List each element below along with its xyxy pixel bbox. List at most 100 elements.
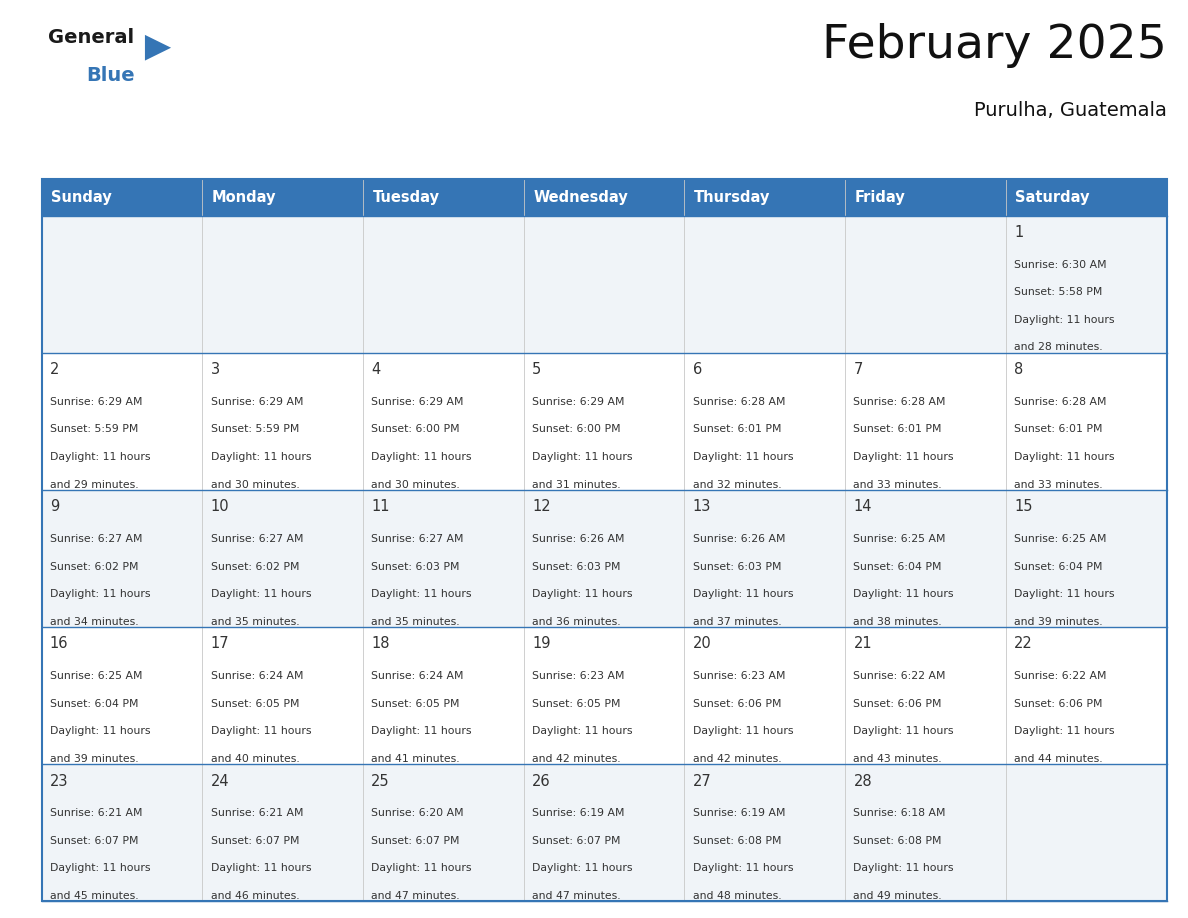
Text: Daylight: 11 hours: Daylight: 11 hours [693, 452, 794, 462]
Text: 14: 14 [853, 499, 872, 514]
Text: Sunrise: 6:18 AM: Sunrise: 6:18 AM [853, 809, 946, 818]
Text: Sunrise: 6:29 AM: Sunrise: 6:29 AM [210, 397, 303, 407]
Text: Daylight: 11 hours: Daylight: 11 hours [693, 726, 794, 736]
Text: Sunset: 6:01 PM: Sunset: 6:01 PM [693, 424, 782, 434]
Text: Sunrise: 6:29 AM: Sunrise: 6:29 AM [50, 397, 143, 407]
Text: General: General [48, 28, 133, 47]
Text: Daylight: 11 hours: Daylight: 11 hours [372, 452, 472, 462]
Text: Sunset: 6:02 PM: Sunset: 6:02 PM [50, 562, 138, 572]
Text: Tuesday: Tuesday [373, 190, 440, 205]
Text: 25: 25 [372, 774, 390, 789]
Text: and 39 minutes.: and 39 minutes. [50, 754, 139, 764]
Text: Daylight: 11 hours: Daylight: 11 hours [1015, 726, 1114, 736]
Text: Sunset: 6:03 PM: Sunset: 6:03 PM [532, 562, 620, 572]
Text: Sunrise: 6:29 AM: Sunrise: 6:29 AM [372, 397, 463, 407]
Text: and 48 minutes.: and 48 minutes. [693, 891, 782, 901]
Text: and 49 minutes.: and 49 minutes. [853, 891, 942, 901]
Text: Sunrise: 6:30 AM: Sunrise: 6:30 AM [1015, 260, 1107, 270]
Text: Wednesday: Wednesday [533, 190, 628, 205]
Text: Daylight: 11 hours: Daylight: 11 hours [50, 452, 151, 462]
Text: Sunrise: 6:28 AM: Sunrise: 6:28 AM [1015, 397, 1107, 407]
Text: Sunset: 6:00 PM: Sunset: 6:00 PM [372, 424, 460, 434]
Text: and 42 minutes.: and 42 minutes. [532, 754, 620, 764]
FancyBboxPatch shape [42, 765, 1167, 901]
Text: and 43 minutes.: and 43 minutes. [853, 754, 942, 764]
Text: Sunset: 6:01 PM: Sunset: 6:01 PM [853, 424, 942, 434]
Text: Blue: Blue [87, 66, 135, 85]
Text: 5: 5 [532, 362, 542, 377]
Text: 22: 22 [1015, 636, 1032, 652]
Text: Sunset: 6:08 PM: Sunset: 6:08 PM [853, 836, 942, 845]
Text: 16: 16 [50, 636, 69, 652]
Text: February 2025: February 2025 [822, 23, 1167, 68]
Text: Sunrise: 6:24 AM: Sunrise: 6:24 AM [372, 671, 463, 681]
Text: Daylight: 11 hours: Daylight: 11 hours [1015, 452, 1114, 462]
Text: Sunrise: 6:28 AM: Sunrise: 6:28 AM [853, 397, 946, 407]
Text: 11: 11 [372, 499, 390, 514]
Text: Sunset: 6:06 PM: Sunset: 6:06 PM [1015, 699, 1102, 709]
Text: 23: 23 [50, 774, 69, 789]
Text: Daylight: 11 hours: Daylight: 11 hours [853, 864, 954, 873]
Text: Daylight: 11 hours: Daylight: 11 hours [853, 452, 954, 462]
FancyBboxPatch shape [42, 353, 1167, 490]
Text: Friday: Friday [854, 190, 905, 205]
Text: Sunset: 6:00 PM: Sunset: 6:00 PM [532, 424, 620, 434]
Text: Daylight: 11 hours: Daylight: 11 hours [532, 864, 632, 873]
Text: 24: 24 [210, 774, 229, 789]
Text: Sunrise: 6:19 AM: Sunrise: 6:19 AM [532, 809, 625, 818]
Text: 1: 1 [1015, 225, 1024, 240]
Text: Sunset: 6:04 PM: Sunset: 6:04 PM [1015, 562, 1102, 572]
Text: and 44 minutes.: and 44 minutes. [1015, 754, 1102, 764]
Text: 17: 17 [210, 636, 229, 652]
Text: and 35 minutes.: and 35 minutes. [210, 617, 299, 627]
Text: Sunrise: 6:21 AM: Sunrise: 6:21 AM [210, 809, 303, 818]
Text: Daylight: 11 hours: Daylight: 11 hours [1015, 589, 1114, 599]
Text: and 45 minutes.: and 45 minutes. [50, 891, 139, 901]
Text: Sunset: 5:59 PM: Sunset: 5:59 PM [50, 424, 138, 434]
Text: and 31 minutes.: and 31 minutes. [532, 479, 620, 489]
Text: Sunrise: 6:20 AM: Sunrise: 6:20 AM [372, 809, 465, 818]
Text: Sunset: 6:06 PM: Sunset: 6:06 PM [853, 699, 942, 709]
Text: Sunrise: 6:26 AM: Sunrise: 6:26 AM [693, 534, 785, 544]
Text: 26: 26 [532, 774, 551, 789]
Text: Sunday: Sunday [51, 190, 112, 205]
Text: 15: 15 [1015, 499, 1032, 514]
Text: Daylight: 11 hours: Daylight: 11 hours [1015, 315, 1114, 325]
FancyBboxPatch shape [42, 179, 1167, 216]
Text: 9: 9 [50, 499, 59, 514]
Text: Sunset: 6:02 PM: Sunset: 6:02 PM [210, 562, 299, 572]
Text: Sunrise: 6:23 AM: Sunrise: 6:23 AM [532, 671, 625, 681]
Text: Sunrise: 6:24 AM: Sunrise: 6:24 AM [210, 671, 303, 681]
Text: Sunset: 6:05 PM: Sunset: 6:05 PM [372, 699, 460, 709]
Text: Sunrise: 6:29 AM: Sunrise: 6:29 AM [532, 397, 625, 407]
Text: Sunset: 6:07 PM: Sunset: 6:07 PM [532, 836, 620, 845]
Text: 12: 12 [532, 499, 551, 514]
Text: Sunrise: 6:25 AM: Sunrise: 6:25 AM [853, 534, 946, 544]
Text: 21: 21 [853, 636, 872, 652]
Text: Daylight: 11 hours: Daylight: 11 hours [853, 589, 954, 599]
Text: and 28 minutes.: and 28 minutes. [1015, 342, 1102, 353]
Text: and 30 minutes.: and 30 minutes. [372, 479, 460, 489]
Text: 20: 20 [693, 636, 712, 652]
Text: Daylight: 11 hours: Daylight: 11 hours [50, 589, 151, 599]
Text: and 32 minutes.: and 32 minutes. [693, 479, 782, 489]
Text: Sunrise: 6:25 AM: Sunrise: 6:25 AM [1015, 534, 1107, 544]
Text: 8: 8 [1015, 362, 1024, 377]
Text: and 41 minutes.: and 41 minutes. [372, 754, 460, 764]
Text: 18: 18 [372, 636, 390, 652]
Text: and 42 minutes.: and 42 minutes. [693, 754, 782, 764]
Text: Purulha, Guatemala: Purulha, Guatemala [974, 101, 1167, 120]
Text: Sunrise: 6:26 AM: Sunrise: 6:26 AM [532, 534, 625, 544]
Text: Daylight: 11 hours: Daylight: 11 hours [693, 864, 794, 873]
Text: Daylight: 11 hours: Daylight: 11 hours [210, 864, 311, 873]
Text: Daylight: 11 hours: Daylight: 11 hours [372, 726, 472, 736]
Text: and 30 minutes.: and 30 minutes. [210, 479, 299, 489]
Text: 10: 10 [210, 499, 229, 514]
Text: Daylight: 11 hours: Daylight: 11 hours [50, 726, 151, 736]
Text: Sunset: 6:07 PM: Sunset: 6:07 PM [50, 836, 138, 845]
Text: Sunset: 5:59 PM: Sunset: 5:59 PM [210, 424, 299, 434]
Text: Daylight: 11 hours: Daylight: 11 hours [532, 589, 632, 599]
Text: 7: 7 [853, 362, 862, 377]
Text: 19: 19 [532, 636, 550, 652]
Text: and 33 minutes.: and 33 minutes. [853, 479, 942, 489]
